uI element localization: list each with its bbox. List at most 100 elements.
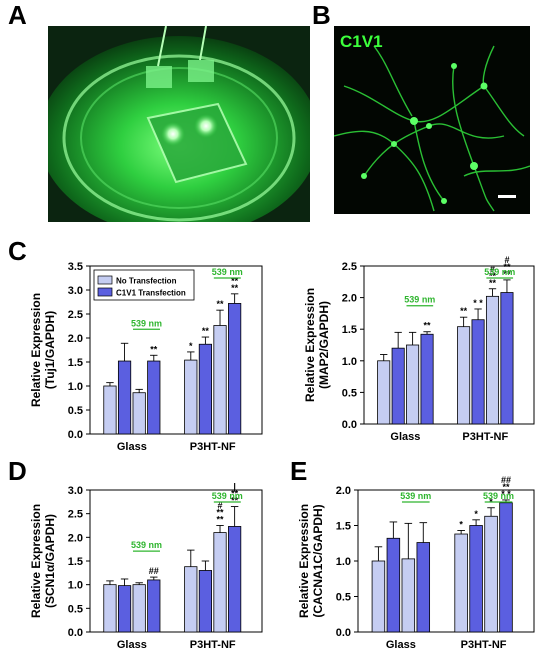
map2-bar [485,295,500,425]
cacna1c-bar [469,525,483,633]
scn1a-ytick-label: 1.0 [68,580,83,592]
panel-letter-b: B [312,0,331,30]
tuj1-plot-frame [89,265,263,435]
tuj1-significance: ** [202,326,210,336]
cacna1c-ytick-label: 0.5 [336,592,351,604]
map2-significance: * * [473,298,483,308]
scn1a-bar [228,526,242,633]
tuj1-category-label: P3HT-NF [190,441,236,453]
scn1a-ylabel: Relative Expression(SCN1α/GAPDH) [29,504,57,618]
cacna1c-bar [484,515,498,633]
cacna1c-ytick-label: 1.0 [336,556,351,568]
scn1a-ytick-label: 0.0 [68,627,83,639]
chart-tuj1: 0.0 0.5 1.0 1.5 2.0 2.5 3.0 3.5 Relative Express… [29,261,263,453]
tuj1-bar [213,325,227,435]
chart-map2: 0.0 0.5 1.0 1.5 2.0 2.5 Relative Expression(MA… [303,256,535,443]
cacna1c-light-label: 539 nm [400,491,431,501]
tuj1-ytick-label: 2.5 [68,309,83,321]
map2-ytick-label: 2.0 [342,293,357,305]
tuj1-light-label: 539 nm [131,318,162,328]
map2-significance: ** [424,321,432,331]
map2-significance: # [490,264,495,274]
scn1a-significance: # [218,501,223,511]
scn1a-significance: ** [217,515,225,525]
scn1a-significance: ## [149,566,159,576]
scn1a-ylabel-line: (SCN1α/GAPDH) [43,514,57,608]
tuj1-category-label: Glass [117,441,147,453]
scn1a-ylabel-line: Relative Expression [29,504,43,618]
tuj1-bar [228,303,242,435]
map2-significance: ** [489,271,497,281]
cacna1c-ylabel-line: Relative Expression [297,504,311,618]
panel-letter-d: D [8,456,27,486]
cacna1c-ylabel-line: (CACNA1C/GAPDH) [311,504,325,617]
photo-led-dish [48,26,310,222]
tuj1-significance: ** [150,344,158,354]
scale-bar [498,195,516,198]
panel-letter-e: E [290,456,308,486]
tuj1-significance: ** [231,276,239,286]
map2-ytick-label: 1.5 [342,324,357,336]
map2-ylabel: Relative Expression(MAP2/GAPDH) [303,288,331,402]
tuj1-light-label: 539 nm [212,267,243,277]
scn1a-category-label: Glass [117,639,147,651]
cacna1c-bar [386,537,401,633]
tuj1-legend-swatch [97,275,113,285]
scn1a-ytick-label: 1.5 [68,556,83,568]
c1v1-label: C1V1 [340,32,383,51]
map2-category-label: Glass [390,431,420,443]
photo-led-dish-drawing [48,26,310,222]
tuj1-ytick-label: 0.0 [68,429,83,441]
tuj1-bar [132,392,146,435]
scn1a-bar [198,570,212,633]
map2-bar [391,347,405,425]
map2-ytick-label: 1.0 [342,356,357,368]
scn1a-light-label: 539 nm [212,491,243,501]
cacna1c-category-label: P3HT-NF [461,639,507,651]
tuj1-legend-swatch [97,287,113,297]
scn1a-significance: ** [231,496,239,506]
scn1a-ytick-label: 0.5 [68,603,83,615]
map2-bar [420,333,434,425]
cacna1c-light-label: 539 nm [483,491,514,501]
map2-significance: ** [489,278,497,288]
panel-letter-a: A [8,0,27,30]
scn1a-ytick-label: 2.0 [68,532,83,544]
scn1a-bar [103,584,117,633]
tuj1-ytick-label: 1.0 [68,381,83,393]
map2-plot-frame [363,265,535,425]
map2-significance: ** [503,269,511,279]
tuj1-ylabel: Relative Expression(Tuj1/GAPDH) [29,293,57,407]
map2-ytick-label: 0.0 [342,419,357,431]
scn1a-ytick-label: 3.0 [68,485,83,497]
cacna1c-significance: * [459,519,463,529]
scn1a-significance: ** [217,508,225,518]
tuj1-bar [117,360,132,435]
map2-bar [457,326,471,425]
scn1a-bar [117,585,132,633]
map2-ylabel-line: (MAP2/GAPDH) [317,301,331,389]
cacna1c-bar [454,533,468,633]
map2-significance: # [504,256,509,265]
cacna1c-significance: * * [501,489,511,499]
scn1a-bar [132,584,146,633]
map2-ytick-label: 0.5 [342,387,357,399]
photo-c1v1-neurons: C1V1 [334,26,530,214]
scn1a-bar [184,566,198,633]
map2-significance: ** [460,306,468,316]
cacna1c-significance: ## [501,476,511,485]
cacna1c-bar [401,558,416,633]
scn1a-light-label: 539 nm [131,540,162,550]
tuj1-significance: ** [217,299,225,309]
map2-bar [471,319,485,425]
tuj1-bar [103,385,117,435]
chart-cacna1c: 0.0 0.5 1.0 1.5 2.0 Relative Expression(CACNA… [297,476,535,651]
map2-bar [406,344,420,425]
map2-ytick-label: 2.5 [342,261,357,273]
panel-letter-c: C [8,236,27,266]
cacna1c-significance: ** [502,482,510,492]
cacna1c-ytick-label: 0.0 [336,627,351,639]
tuj1-ylabel-line: (Tuj1/GAPDH) [43,311,57,389]
tuj1-ytick-label: 3.5 [68,261,83,273]
cacna1c-significance: * [474,509,478,519]
